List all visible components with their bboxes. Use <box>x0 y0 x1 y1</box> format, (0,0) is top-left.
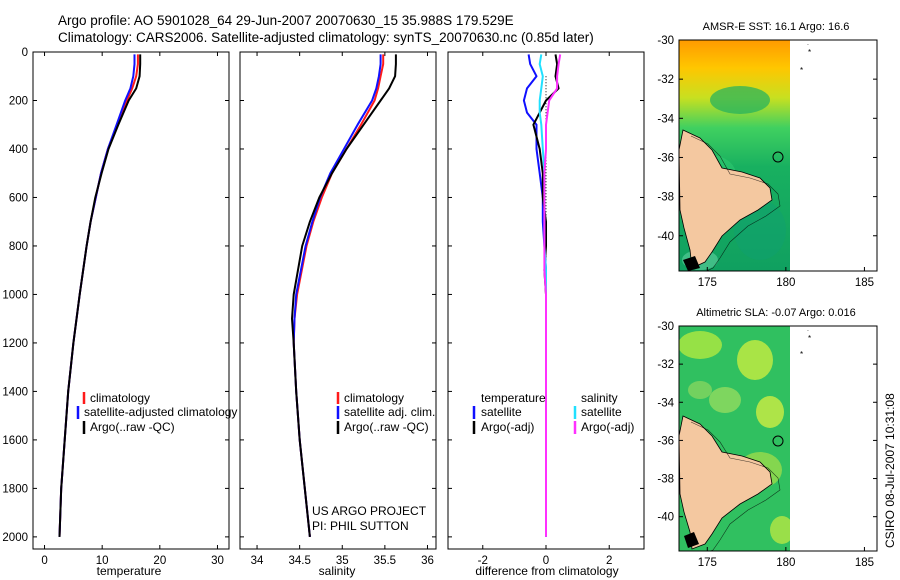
x-tick-label: 2 <box>606 555 612 567</box>
sla-map: ˙ * * <box>678 325 878 552</box>
legend-climatology: climatology <box>344 391 404 405</box>
series-line-salinity-argo-adj- <box>543 54 562 537</box>
y-tick-label: 200 <box>9 95 28 107</box>
x-tick-label: 0 <box>41 555 47 567</box>
x-tick-label: 0 <box>543 555 549 567</box>
legend-argo: Argo(..raw -QC) <box>344 420 429 434</box>
legend-satellite-adj: satellite adj. clim. <box>344 405 435 419</box>
csiro-timestamp: CSIRO 08-Jul-2007 10:31:08 <box>883 393 897 548</box>
map-y-tick-label: -40 <box>657 512 674 524</box>
y-tick-label: 600 <box>9 192 28 204</box>
sst-map-title: AMSR-E SST: 16.1 Argo: 16.6 <box>703 21 850 33</box>
map-y-tick-label: -32 <box>657 74 674 86</box>
difference-xlabel: difference from climatology <box>475 564 618 578</box>
legend-sal-satellite: satellite <box>581 405 622 419</box>
map-x-tick-label: 185 <box>855 277 874 289</box>
legend-temperature-title: temperature <box>481 391 546 405</box>
difference-legend: temperature salinity satellite Argo(-adj… <box>472 391 634 434</box>
legend-argo: Argo(..raw -QC) <box>90 420 175 434</box>
y-tick-label: 400 <box>9 144 28 156</box>
legend-sal-argo: Argo(-adj) <box>581 420 634 434</box>
map-y-tick-label: -38 <box>657 474 674 486</box>
y-tick-label: 0 <box>22 47 28 59</box>
map-y-tick-label: -34 <box>657 397 674 409</box>
float-marker <box>772 435 784 447</box>
map-x-tick-label: 180 <box>776 277 795 289</box>
svg-text:*: * <box>808 334 811 343</box>
series-line-argo-raw-qc- <box>291 54 397 538</box>
y-tick-label: 1800 <box>2 483 28 495</box>
legend-temp-argo: Argo(-adj) <box>481 420 534 434</box>
x-tick-label: 34.5 <box>288 555 310 567</box>
map-y-tick-label: -32 <box>657 359 674 371</box>
x-tick-label: 35.5 <box>374 555 396 567</box>
header-line1: Argo profile: AO 5901028_64 29-Jun-2007 … <box>58 13 514 28</box>
series-line-climatology <box>292 54 385 538</box>
svg-text:*: * <box>800 66 803 75</box>
y-tick-label: 1600 <box>2 435 28 447</box>
series-line-satellite-adjusted-climatology <box>58 54 136 537</box>
svg-text:˙: ˙ <box>807 329 810 338</box>
legend-temp-satellite: satellite <box>481 405 522 419</box>
series-line-climatology <box>58 54 139 537</box>
map-y-tick-label: -40 <box>657 231 674 243</box>
temperature-xlabel: temperature <box>97 564 162 578</box>
temperature-panel <box>32 51 230 550</box>
y-tick-label: 800 <box>9 241 28 253</box>
svg-text:*: * <box>800 350 803 359</box>
map-y-tick-label: -30 <box>657 35 674 47</box>
y-tick-label: 1400 <box>2 386 28 398</box>
svg-text:*: * <box>808 48 811 57</box>
x-tick-label: 34 <box>251 555 264 567</box>
svg-text:˙: ˙ <box>807 43 810 52</box>
x-tick-label: 30 <box>211 555 224 567</box>
map-y-tick-label: -30 <box>657 321 674 333</box>
map-y-tick-label: -36 <box>657 152 674 164</box>
x-tick-label: 20 <box>153 555 166 567</box>
header-line2: Climatology: CARS2006. Satellite-adjuste… <box>58 30 594 45</box>
map-y-tick-label: -38 <box>657 192 674 204</box>
legend-salinity-title: salinity <box>581 391 618 405</box>
new-zealand-land <box>679 415 773 550</box>
temperature-legend: climatology satellite-adjusted climatolo… <box>76 391 237 434</box>
sla-map-title: Altimetric SLA: -0.07 Argo: 0.016 <box>696 307 856 319</box>
new-zealand-land <box>679 129 773 269</box>
salinity-panel <box>239 51 437 550</box>
series-line-argo-raw-qc- <box>58 54 142 537</box>
y-tick-label: 2000 <box>2 532 28 544</box>
legend-satellite-adjusted: satellite-adjusted climatology <box>84 405 237 419</box>
map-y-tick-label: -34 <box>657 113 674 125</box>
y-tick-label: 1000 <box>2 289 28 301</box>
y-tick-label: 1200 <box>2 338 28 350</box>
map-x-tick-label: 175 <box>698 277 717 289</box>
x-tick-label: -2 <box>478 555 488 567</box>
salinity-legend: climatology satellite adj. clim. Argo(..… <box>336 391 435 434</box>
series-line-satellite-adj-clim- <box>292 54 382 538</box>
pi-label: PI: PHIL SUTTON <box>312 519 409 533</box>
x-tick-label: 36 <box>421 555 434 567</box>
x-tick-label: 35 <box>336 555 349 567</box>
legend-climatology: climatology <box>90 391 150 405</box>
map-x-tick-label: 175 <box>698 557 717 569</box>
map-x-tick-label: 185 <box>855 557 874 569</box>
float-marker <box>772 151 784 163</box>
project-label: US ARGO PROJECT <box>312 504 427 518</box>
sst-map: ˙ * * <box>678 39 878 272</box>
map-y-tick-label: -36 <box>657 435 674 447</box>
salinity-xlabel: salinity <box>319 564 356 578</box>
map-x-tick-label: 180 <box>776 557 795 569</box>
x-tick-label: 10 <box>96 555 109 567</box>
